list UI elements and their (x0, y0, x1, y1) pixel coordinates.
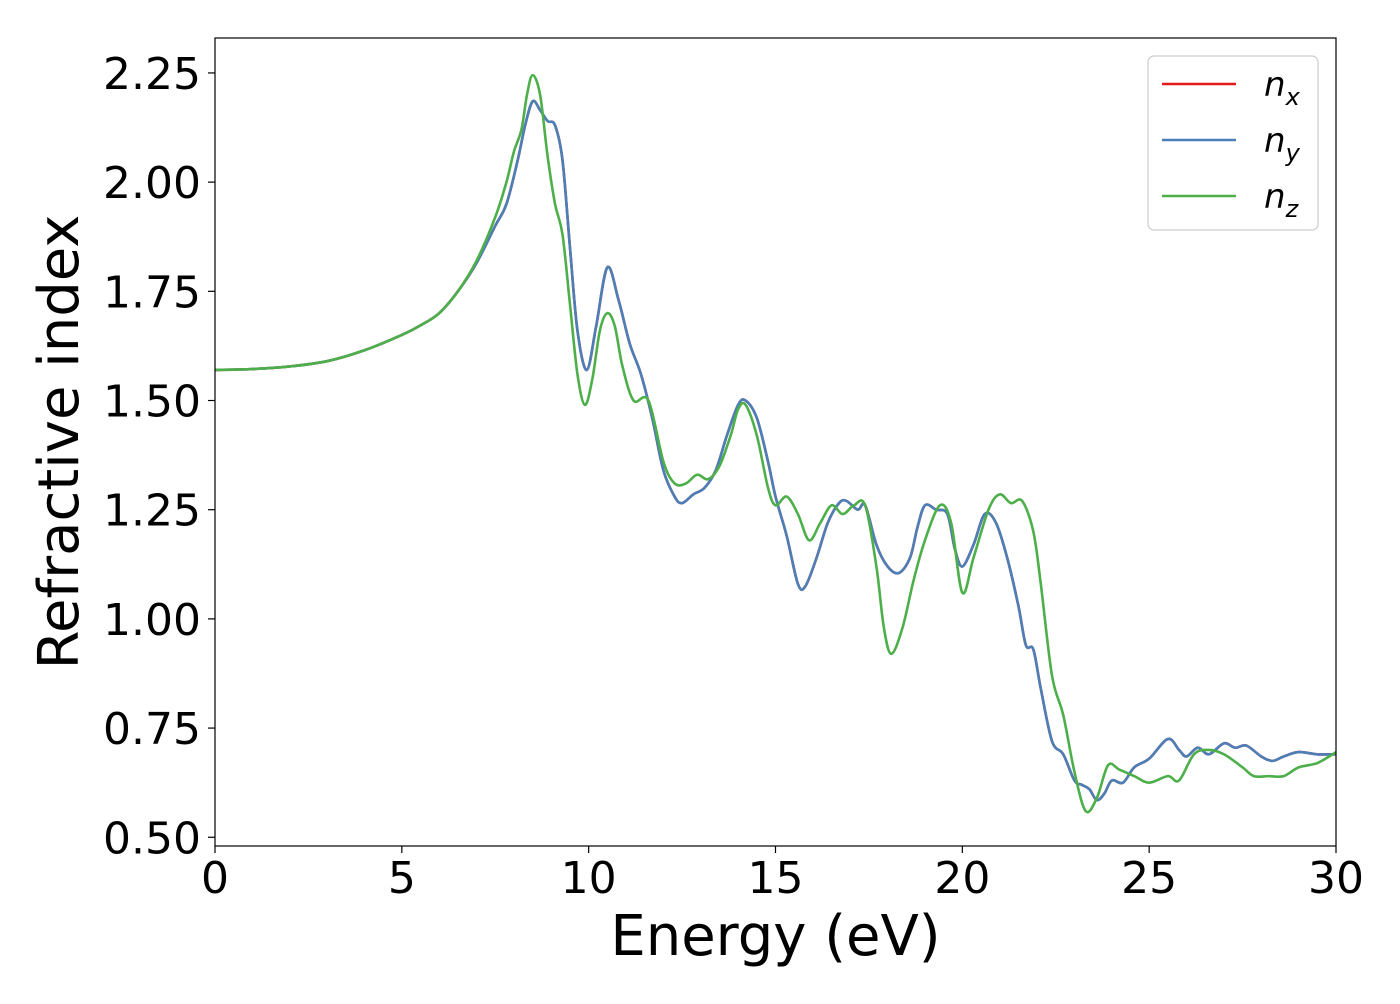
x-tick-label: 0 (201, 853, 229, 904)
y-tick-label: 1.50 (103, 377, 201, 428)
x-axis: 0 5 10 15 20 25 30 (201, 846, 1364, 904)
x-tick-label: 25 (1121, 853, 1177, 904)
legend-label-z: nz (1264, 177, 1300, 223)
y-tick-label: 1.00 (103, 595, 201, 646)
y-axis-title: Refractive index (27, 215, 92, 670)
legend-box (1147, 55, 1319, 231)
legend-label-y: ny (1264, 121, 1301, 167)
plot-lines (215, 73, 1336, 814)
y-tick-label: 0.50 (103, 813, 201, 864)
x-tick-label: 5 (388, 853, 416, 904)
y-tick-label: 2.25 (103, 49, 201, 100)
y-axis: 0.50 0.75 1.00 1.25 1.50 1.75 2.00 2.25 (103, 49, 215, 864)
x-tick-label: 30 (1308, 853, 1364, 904)
x-tick-label: 20 (934, 853, 990, 904)
legend-label-x: nx (1264, 65, 1301, 111)
y-tick-label: 1.25 (103, 486, 201, 537)
x-tick-label: 10 (561, 853, 617, 904)
x-tick-label: 15 (748, 853, 804, 904)
legend: nx ny nz (1147, 55, 1319, 231)
y-tick-label: 0.75 (103, 704, 201, 755)
x-axis-title: Energy (eV) (610, 904, 940, 969)
series-line-z (215, 73, 1336, 814)
y-tick-label: 2.00 (103, 158, 201, 209)
y-tick-label: 1.75 (103, 267, 201, 318)
